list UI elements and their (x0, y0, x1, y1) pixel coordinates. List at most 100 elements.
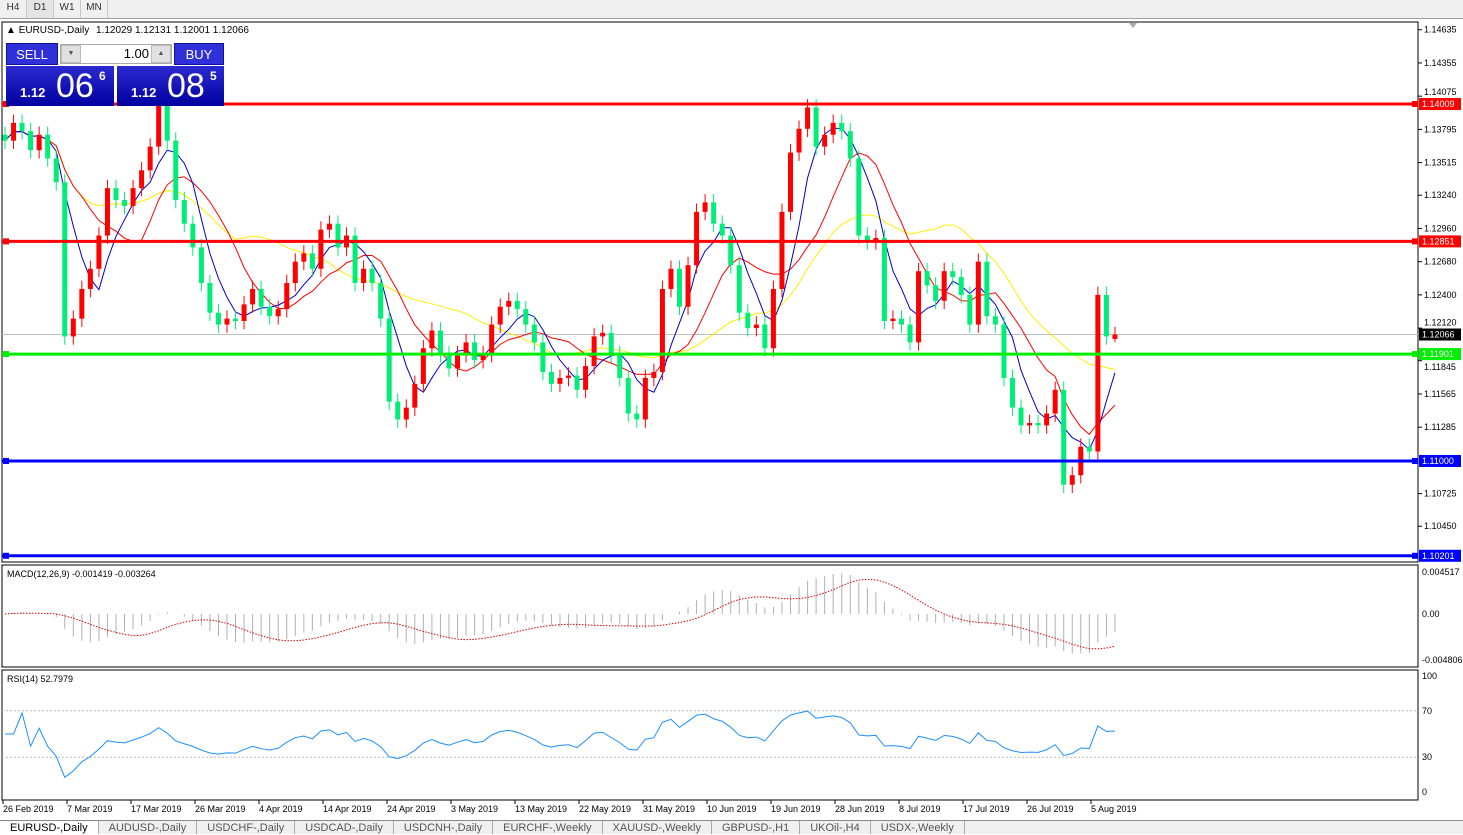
candle (113, 179, 119, 209)
chart-tab[interactable]: XAUUSD-,Weekly (603, 821, 712, 834)
candle (1035, 414, 1041, 434)
candle (455, 345, 461, 377)
candle-body (933, 285, 939, 301)
level-handle[interactable] (3, 457, 9, 464)
timeframe-h4[interactable]: H4 (0, 0, 27, 18)
candle-body (309, 253, 315, 269)
candle-body (233, 318, 239, 321)
sell-price[interactable]: 1.12 06 6 (6, 66, 114, 106)
chart-tab[interactable]: USDCNH-,Daily (394, 821, 494, 834)
lot-size-stepper[interactable]: ▼ 1.00 ▲ (60, 44, 172, 64)
lot-size-input[interactable]: 1.00 (123, 46, 149, 61)
candle (898, 310, 904, 333)
level-handle[interactable] (1412, 552, 1418, 559)
candle-body (600, 332, 606, 337)
lot-decrease-icon[interactable]: ▼ (61, 45, 81, 63)
timeframe-w1[interactable]: W1 (54, 0, 81, 18)
date-axis-label: 5 Aug 2019 (1091, 804, 1137, 814)
timeframe-d1[interactable]: D1 (27, 0, 54, 18)
candle (762, 316, 768, 357)
level-handle[interactable] (1412, 351, 1418, 358)
level-handle[interactable] (3, 238, 9, 245)
candle (224, 310, 230, 333)
rsi-axis-label: 30 (1422, 752, 1432, 762)
candle (1052, 381, 1058, 422)
level-handle[interactable] (1412, 457, 1418, 464)
level-price-label: 1.14009 (1422, 99, 1455, 109)
buy-button[interactable]: BUY (174, 43, 224, 65)
candle (847, 122, 853, 167)
candle-body (762, 324, 768, 349)
date-axis-label: 22 May 2019 (579, 804, 631, 814)
candle (822, 126, 828, 155)
price-axis-label: 1.12400 (1424, 290, 1457, 300)
candle-body (916, 271, 922, 343)
candle-body (1069, 475, 1075, 485)
chart-tab[interactable]: USDCHF-,Daily (197, 821, 296, 834)
candle (890, 310, 896, 330)
candle-body (198, 247, 204, 284)
candle-body (53, 158, 59, 183)
candle (591, 328, 597, 375)
chart-tab[interactable]: AUDUSD-,Daily (99, 821, 198, 834)
chart-tab[interactable]: USDX-,Weekly (871, 821, 965, 834)
candle (233, 310, 239, 330)
chart-tab[interactable]: GBPUSD-,H1 (712, 821, 801, 834)
level-price-tag (1419, 98, 1461, 110)
buy-price[interactable]: 1.12 08 5 (117, 66, 224, 106)
candle-body (1052, 389, 1058, 414)
chart-tab[interactable]: EURUSD-,Daily (0, 821, 99, 834)
price-axis-label: 1.10450 (1424, 521, 1457, 531)
price-axis-label: 1.11565 (1424, 389, 1456, 399)
lot-increase-icon[interactable]: ▲ (151, 45, 171, 63)
candle (967, 286, 973, 333)
candle (104, 179, 110, 244)
candle (1001, 316, 1007, 387)
sell-button[interactable]: SELL (6, 43, 58, 65)
candle (79, 280, 85, 327)
candle-body (677, 268, 683, 307)
date-axis-label: 26 Mar 2019 (195, 804, 246, 814)
candle-body (967, 294, 973, 325)
level-handle[interactable] (1412, 101, 1418, 107)
candle-body (907, 324, 913, 343)
candle-body (1009, 377, 1015, 408)
timeframe-mn[interactable]: MN (81, 0, 108, 18)
candle-body (122, 199, 128, 206)
chart-tab[interactable]: USDCAD-,Daily (295, 821, 394, 834)
candle (352, 227, 358, 292)
candle-body (685, 265, 691, 307)
candle-body (728, 235, 734, 266)
ohlc-readout: 1.12029 1.12131 1.12001 1.12066 (96, 25, 249, 36)
candle-body (1001, 324, 1007, 378)
candle-body (975, 261, 981, 325)
candle (1103, 286, 1109, 345)
candle-body (241, 304, 247, 321)
candle (250, 280, 256, 313)
candle-body (796, 128, 802, 153)
candle (711, 194, 717, 233)
rsi-axis-label: 100 (1422, 671, 1437, 681)
candle (275, 300, 281, 325)
macd-axis-label: 0.004517 (1422, 567, 1460, 577)
level-handle[interactable] (3, 351, 9, 358)
date-axis-label: 17 Jul 2019 (963, 804, 1010, 814)
rsi-axis-label: 0 (1422, 787, 1427, 797)
level-handle[interactable] (3, 552, 9, 559)
candle (830, 114, 836, 144)
chart-tab[interactable]: UKOil-,H4 (800, 821, 871, 834)
candle (634, 405, 640, 428)
level-handle[interactable] (1412, 238, 1418, 245)
candle (625, 369, 631, 422)
date-axis-label: 19 Jun 2019 (771, 804, 821, 814)
candle (600, 324, 606, 345)
candle (941, 262, 947, 310)
collapse-triangle-icon[interactable]: ▲ (6, 25, 16, 36)
buy-price-big: 1.12 (131, 85, 157, 100)
candle-body (258, 288, 264, 307)
candle (62, 173, 68, 345)
chart-tab[interactable]: EURCHF-,Weekly (493, 821, 603, 834)
chart-shift-icon[interactable] (1129, 23, 1137, 28)
candle (19, 114, 25, 140)
